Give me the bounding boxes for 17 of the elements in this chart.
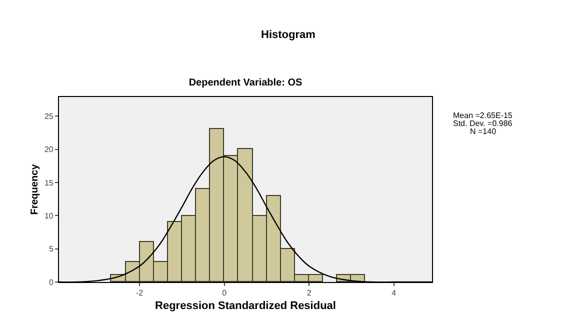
y-tick-label: 15 xyxy=(44,178,54,188)
y-tick-label: 20 xyxy=(44,145,54,154)
x-tick-label: 2 xyxy=(306,288,312,298)
x-tick-label: 4 xyxy=(392,288,397,298)
y-tick-label: 25 xyxy=(44,112,54,122)
text: N =140 xyxy=(470,127,497,136)
x-tick-label: -2 xyxy=(136,288,144,298)
y-tick-label: 0 xyxy=(48,278,54,287)
text: Std. Dev. =0.986 xyxy=(453,119,513,128)
y-tick-label: 10 xyxy=(44,211,54,220)
chart-subtitle: Dependent Variable: OS xyxy=(188,78,303,88)
y-tick-label: 5 xyxy=(48,244,54,254)
x-tick-label: 0 xyxy=(222,288,228,298)
text: Mean =2.65E-15 xyxy=(453,111,513,120)
y-axis-title: Frequency xyxy=(29,164,40,215)
chart-title: Histogram xyxy=(261,29,316,41)
x-axis-title: Regression Standardized Residual xyxy=(155,300,336,312)
